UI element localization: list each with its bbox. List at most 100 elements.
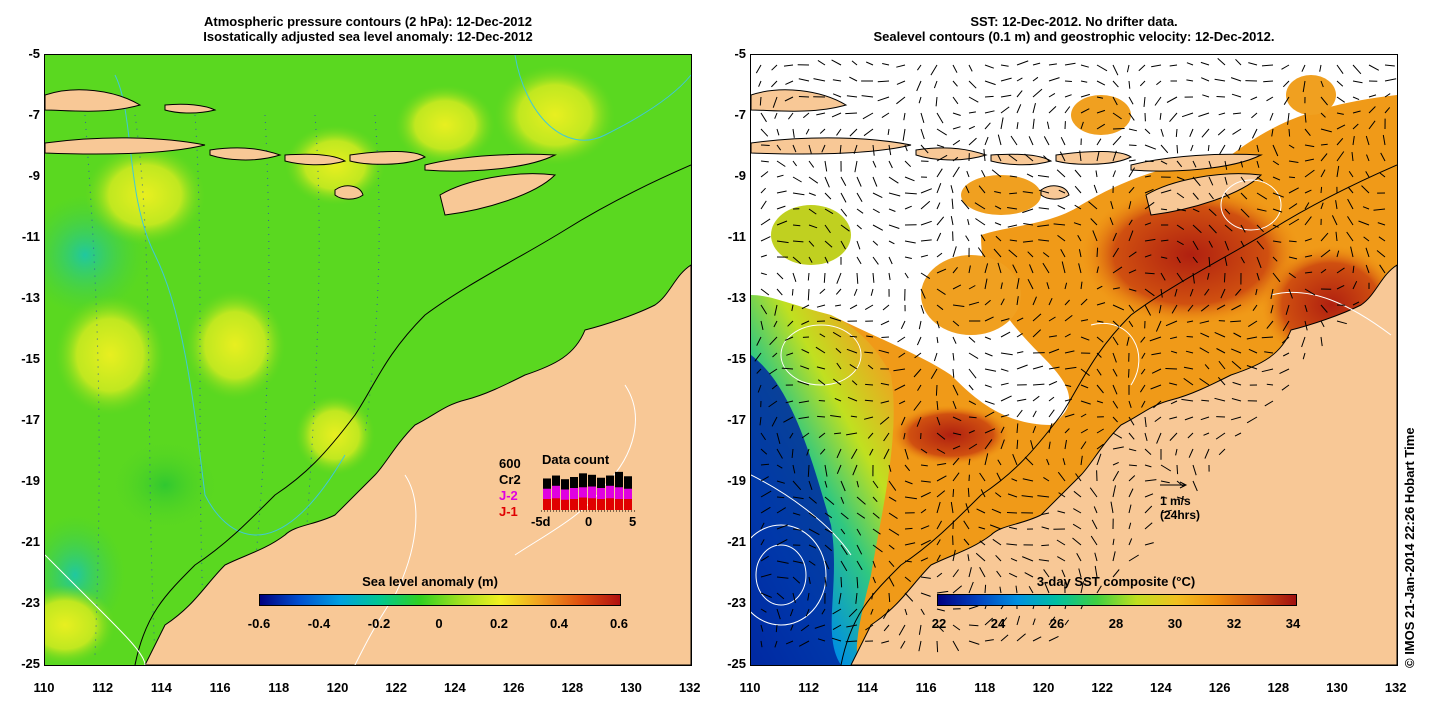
- velocity-vector: [1181, 398, 1194, 402]
- velocity-vector: [1096, 336, 1104, 343]
- velocity-vector: [967, 218, 970, 226]
- velocity-vector: [936, 640, 939, 653]
- data-count-bar-j1: [570, 499, 578, 510]
- velocity-vector: [883, 448, 890, 460]
- velocity-vector: [1288, 187, 1299, 194]
- velocity-vector: [808, 544, 817, 549]
- velocity-vector: [904, 560, 912, 563]
- velocity-vector: [861, 95, 874, 98]
- velocity-vector: [1346, 231, 1354, 242]
- velocity-vector: [950, 185, 954, 194]
- velocity-vector: [760, 187, 766, 194]
- velocity-vector: [1008, 572, 1018, 578]
- velocity-vector: [845, 112, 858, 115]
- velocity-vector: [1078, 249, 1082, 258]
- velocity-vector: [1000, 117, 1004, 130]
- velocity-vector: [772, 352, 778, 358]
- velocity-vector: [952, 549, 956, 562]
- velocity-vector: [1128, 488, 1134, 498]
- velocity-vector: [1336, 137, 1344, 146]
- velocity-vector: [1000, 298, 1005, 306]
- velocity-vector: [1169, 432, 1178, 441]
- velocity-vector: [1126, 64, 1130, 73]
- velocity-vector: [888, 192, 901, 197]
- velocity-vector: [819, 288, 826, 294]
- velocity-vector: [1192, 272, 1195, 284]
- velocity-vector: [872, 560, 876, 568]
- velocity-vector: [984, 639, 994, 642]
- velocity-vector: [898, 624, 906, 636]
- velocity-vector: [1093, 184, 1098, 194]
- velocity-vector: [872, 528, 881, 535]
- velocity-vector: [1186, 336, 1194, 338]
- velocity-vector: [1022, 240, 1034, 243]
- velocity-vector: [1030, 440, 1034, 450]
- velocity-vector: [1230, 77, 1242, 82]
- velocity-vector: [1320, 112, 1326, 118]
- velocity-vector: [792, 144, 797, 153]
- velocity-vector: [816, 304, 826, 308]
- velocity-vector: [1015, 585, 1018, 594]
- velocity-vector: [1304, 202, 1310, 210]
- velocity-vector: [1007, 224, 1018, 228]
- velocity-vector: [904, 205, 912, 210]
- velocity-vector: [783, 416, 794, 423]
- velocity-vector: [1000, 318, 1010, 322]
- velocity-vector: [1264, 351, 1274, 354]
- velocity-vector: [1007, 493, 1018, 498]
- velocity-vector: [1217, 128, 1226, 136]
- velocity-vector: [1144, 464, 1152, 468]
- velocity-vector: [888, 256, 893, 265]
- data-count-xtick-1: 0: [585, 514, 593, 529]
- velocity-vector: [1032, 329, 1042, 338]
- velocity-vector: [1074, 185, 1082, 194]
- data-count-bar-j1: [561, 499, 569, 510]
- velocity-vector: [1027, 278, 1034, 290]
- velocity-vector: [840, 224, 850, 232]
- velocity-vector: [1336, 112, 1344, 115]
- velocity-vector: [1080, 428, 1088, 434]
- velocity-vector: [1352, 265, 1355, 274]
- velocity-vector: [848, 608, 858, 618]
- velocity-vector: [808, 192, 816, 196]
- velocity-vector: [1112, 96, 1118, 106]
- velocity-vector: [1090, 218, 1098, 226]
- sst-tick-5: 32: [1226, 616, 1242, 631]
- velocity-vector: [1037, 224, 1050, 227]
- velocity-vector: [872, 496, 878, 503]
- velocity-vector: [760, 288, 770, 296]
- velocity-vector: [920, 220, 932, 226]
- velocity-vector: [965, 185, 970, 194]
- velocity-vector: [1078, 263, 1082, 274]
- velocity-vector: [968, 80, 977, 89]
- velocity-vector: [808, 528, 820, 536]
- velocity-vector: [1251, 112, 1258, 119]
- velocity-vector: [824, 464, 828, 477]
- velocity-vector: [936, 268, 947, 274]
- velocity-vector: [1320, 143, 1328, 146]
- velocity-vector: [1096, 266, 1099, 274]
- velocity-vector: [968, 581, 974, 594]
- velocity-vector: [968, 137, 977, 146]
- velocity-vector: [792, 256, 802, 265]
- velocity-vector: [1000, 94, 1012, 98]
- velocity-vector: [1128, 159, 1136, 162]
- x-tick-label: 124: [444, 680, 466, 695]
- velocity-vector: [1072, 537, 1082, 546]
- velocity-vector: [1200, 332, 1210, 338]
- velocity-vector: [965, 235, 970, 242]
- velocity-vector: [920, 304, 925, 314]
- velocity-vector: [792, 160, 798, 167]
- velocity-vector: [1160, 464, 1172, 472]
- velocity-vector: [1248, 348, 1258, 354]
- velocity-vector: [1043, 569, 1050, 578]
- velocity-vector: [760, 539, 765, 546]
- velocity-vector: [936, 520, 943, 530]
- velocity-vector: [1064, 619, 1070, 626]
- velocity-vector: [984, 278, 988, 290]
- velocity-vector: [776, 592, 785, 600]
- velocity-vector: [1288, 128, 1291, 137]
- velocity-vector: [1218, 360, 1226, 370]
- velocity-vector: [776, 507, 786, 514]
- velocity-vector: [792, 560, 804, 564]
